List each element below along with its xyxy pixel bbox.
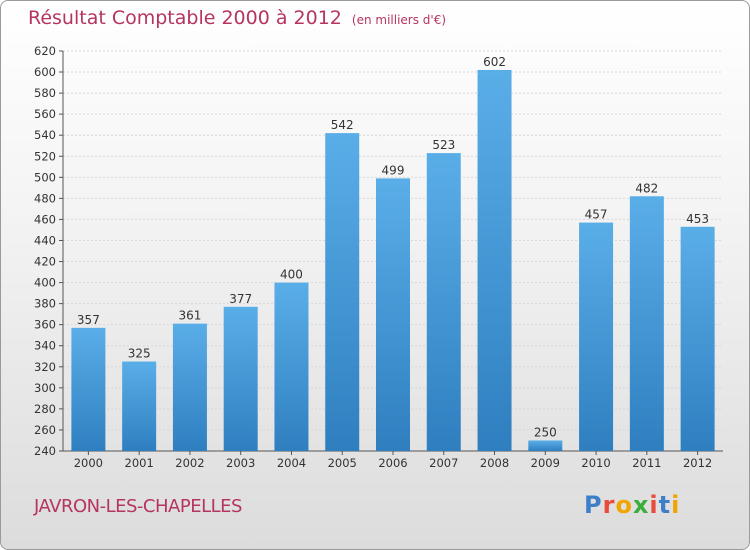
x-tick-label-2009: 2009 <box>531 456 560 470</box>
proxiti-logo: Proxiti <box>584 491 680 519</box>
data-label-2008: 602 <box>483 55 506 69</box>
chart-subtitle: (en milliers d'€) <box>351 13 447 27</box>
data-label-2000: 357 <box>77 313 100 327</box>
bar-2006 <box>376 178 410 452</box>
data-label-2006: 499 <box>382 163 405 177</box>
x-tick-label-2000: 2000 <box>74 456 103 470</box>
y-tick-label: 560 <box>34 107 56 121</box>
data-label-2005: 542 <box>331 118 354 132</box>
x-tick-label-2006: 2006 <box>378 456 407 470</box>
y-tick-label: 600 <box>34 65 56 79</box>
place-name: JAVRON-LES-CHAPELLES <box>34 496 242 517</box>
y-tick-label: 300 <box>34 381 56 395</box>
bar-2001 <box>122 361 157 451</box>
logo-letter: x <box>632 491 650 519</box>
data-label-2002: 361 <box>178 309 201 323</box>
y-tick-label: 580 <box>34 86 56 100</box>
chart-title: Résultat Comptable 2000 à 2012 (en millie… <box>28 7 447 29</box>
data-label-2012: 453 <box>686 212 709 226</box>
data-label-2003: 377 <box>229 292 252 306</box>
y-tick-label: 340 <box>34 339 56 353</box>
y-tick-label: 440 <box>34 233 56 247</box>
y-tick-label: 320 <box>34 360 56 374</box>
y-tick-label: 380 <box>34 297 56 311</box>
y-tick-label: 240 <box>34 444 56 458</box>
x-tick-label-2007: 2007 <box>429 456 458 470</box>
bar-2007 <box>426 153 461 451</box>
y-tick-label: 420 <box>34 255 56 269</box>
logo-letter: t <box>658 491 672 519</box>
x-tick-label-2003: 2003 <box>226 456 255 470</box>
x-tick-label-2008: 2008 <box>480 456 509 470</box>
bar-2004 <box>274 282 309 451</box>
data-label-2011: 482 <box>635 181 658 195</box>
y-tick-label: 540 <box>34 128 56 142</box>
x-tick-label-2002: 2002 <box>175 456 204 470</box>
logo-letter: P <box>584 491 603 519</box>
x-tick-label-2004: 2004 <box>277 456 306 470</box>
bar-2000 <box>71 327 106 451</box>
y-tick-label: 500 <box>34 170 56 184</box>
y-tick-label: 460 <box>34 212 56 226</box>
y-tick-label: 520 <box>34 149 56 163</box>
y-tick-label: 480 <box>34 191 56 205</box>
bar-2008 <box>477 69 512 452</box>
y-tick-label: 280 <box>34 402 56 416</box>
logo-letter: o <box>615 491 633 519</box>
data-label-2010: 457 <box>585 208 608 222</box>
data-label-2009: 250 <box>534 425 557 439</box>
y-tick-label: 400 <box>34 276 56 290</box>
logo-letter: i <box>671 491 681 519</box>
logo-letter: i <box>649 491 659 519</box>
logo-letter: r <box>602 491 616 519</box>
bar-2011 <box>629 196 664 451</box>
y-tick-label: 260 <box>34 423 56 437</box>
x-tick-label-2005: 2005 <box>328 456 357 470</box>
bar-2002 <box>172 323 207 451</box>
bar-2005 <box>325 133 360 451</box>
x-tick-label-2010: 2010 <box>581 456 610 470</box>
bar-2009 <box>528 440 563 451</box>
data-label-2007: 523 <box>432 138 455 152</box>
bar-2010 <box>579 222 614 451</box>
bar-2003 <box>223 306 258 451</box>
data-label-2001: 325 <box>128 347 151 361</box>
y-tick-label: 360 <box>34 318 56 332</box>
bar-2012 <box>680 226 715 451</box>
y-tick-label: 620 <box>34 44 56 58</box>
x-tick-label-2011: 2011 <box>632 456 661 470</box>
data-label-2004: 400 <box>280 268 303 282</box>
x-tick-label-2001: 2001 <box>125 456 154 470</box>
x-tick-label-2012: 2012 <box>683 456 712 470</box>
